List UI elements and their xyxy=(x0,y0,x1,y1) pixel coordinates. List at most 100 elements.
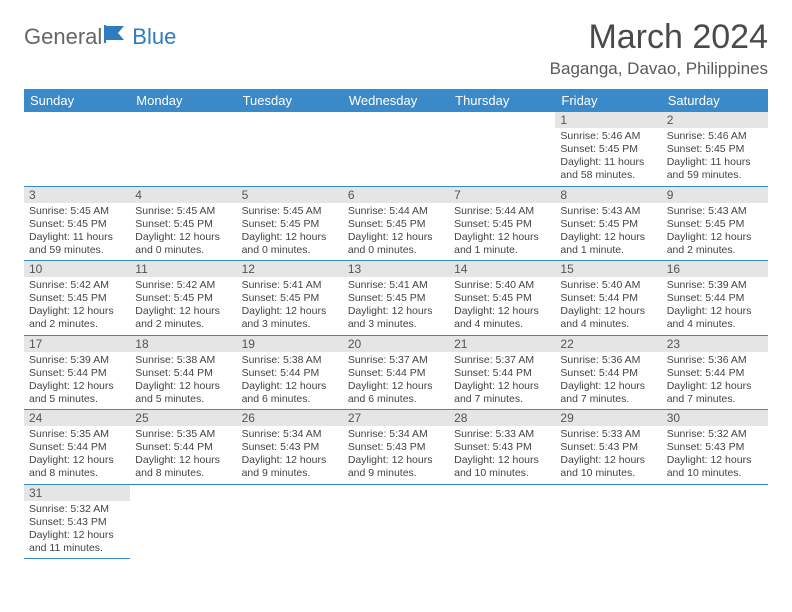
calendar-day-cell xyxy=(343,112,449,186)
day-number: 3 xyxy=(24,187,130,203)
logo-text-general: General xyxy=(24,24,102,50)
calendar-day-cell: 16Sunrise: 5:39 AMSunset: 5:44 PMDayligh… xyxy=(662,261,768,336)
day-details: Sunrise: 5:34 AMSunset: 5:43 PMDaylight:… xyxy=(343,426,449,484)
day-details: Sunrise: 5:38 AMSunset: 5:44 PMDaylight:… xyxy=(130,352,236,410)
month-title: March 2024 xyxy=(550,18,768,57)
day-number: 9 xyxy=(662,187,768,203)
daylight-line: Daylight: 12 hours and 8 minutes. xyxy=(29,454,125,480)
calendar-header-row: SundayMondayTuesdayWednesdayThursdayFrid… xyxy=(24,89,768,112)
day-details: Sunrise: 5:44 AMSunset: 5:45 PMDaylight:… xyxy=(449,203,555,261)
sunset-line: Sunset: 5:44 PM xyxy=(29,441,125,454)
day-details: Sunrise: 5:36 AMSunset: 5:44 PMDaylight:… xyxy=(555,352,661,410)
day-details: Sunrise: 5:35 AMSunset: 5:44 PMDaylight:… xyxy=(24,426,130,484)
daylight-line: Daylight: 12 hours and 0 minutes. xyxy=(242,231,338,257)
day-number: 30 xyxy=(662,410,768,426)
calendar-day-cell: 13Sunrise: 5:41 AMSunset: 5:45 PMDayligh… xyxy=(343,261,449,336)
calendar-day-cell xyxy=(449,112,555,186)
sunset-line: Sunset: 5:44 PM xyxy=(667,292,763,305)
day-details: Sunrise: 5:45 AMSunset: 5:45 PMDaylight:… xyxy=(24,203,130,261)
calendar-day-cell: 29Sunrise: 5:33 AMSunset: 5:43 PMDayligh… xyxy=(555,410,661,485)
day-details: Sunrise: 5:32 AMSunset: 5:43 PMDaylight:… xyxy=(662,426,768,484)
daylight-line: Daylight: 12 hours and 2 minutes. xyxy=(135,305,231,331)
calendar-table: SundayMondayTuesdayWednesdayThursdayFrid… xyxy=(24,89,768,559)
day-details: Sunrise: 5:39 AMSunset: 5:44 PMDaylight:… xyxy=(662,277,768,335)
sunset-line: Sunset: 5:45 PM xyxy=(135,292,231,305)
weekday-header: Tuesday xyxy=(237,89,343,112)
calendar-day-cell: 10Sunrise: 5:42 AMSunset: 5:45 PMDayligh… xyxy=(24,261,130,336)
daylight-line: Daylight: 12 hours and 7 minutes. xyxy=(454,380,550,406)
weekday-header: Friday xyxy=(555,89,661,112)
sunrise-line: Sunrise: 5:44 AM xyxy=(454,205,550,218)
daylight-line: Daylight: 12 hours and 5 minutes. xyxy=(135,380,231,406)
day-number: 18 xyxy=(130,336,236,352)
calendar-day-cell: 9Sunrise: 5:43 AMSunset: 5:45 PMDaylight… xyxy=(662,186,768,261)
day-details: Sunrise: 5:33 AMSunset: 5:43 PMDaylight:… xyxy=(555,426,661,484)
sunset-line: Sunset: 5:44 PM xyxy=(29,367,125,380)
sunset-line: Sunset: 5:43 PM xyxy=(667,441,763,454)
calendar-day-cell: 8Sunrise: 5:43 AMSunset: 5:45 PMDaylight… xyxy=(555,186,661,261)
daylight-line: Daylight: 12 hours and 7 minutes. xyxy=(560,380,656,406)
day-number: 25 xyxy=(130,410,236,426)
calendar-day-cell: 11 Sunrise: 5:42 AMSunset: 5:45 PMDayligh… xyxy=(130,261,236,336)
calendar-day-cell: 7Sunrise: 5:44 AMSunset: 5:45 PMDaylight… xyxy=(449,186,555,261)
sunrise-line: Sunrise: 5:40 AM xyxy=(560,279,656,292)
daylight-line: Daylight: 12 hours and 4 minutes. xyxy=(560,305,656,331)
sunset-line: Sunset: 5:45 PM xyxy=(29,292,125,305)
sunset-line: Sunset: 5:45 PM xyxy=(242,218,338,231)
sunrise-line: Sunrise: 5:37 AM xyxy=(454,354,550,367)
sunset-line: Sunset: 5:44 PM xyxy=(242,367,338,380)
header: General Blue March 2024 Baganga, Davao, … xyxy=(24,18,768,79)
calendar-day-cell: 26Sunrise: 5:34 AMSunset: 5:43 PMDayligh… xyxy=(237,410,343,485)
sunset-line: Sunset: 5:44 PM xyxy=(667,367,763,380)
day-number: 14 xyxy=(449,261,555,277)
sunrise-line: Sunrise: 5:32 AM xyxy=(29,503,125,516)
daylight-line: Daylight: 12 hours and 10 minutes. xyxy=(667,454,763,480)
weekday-header: Wednesday xyxy=(343,89,449,112)
calendar-week-row: 31Sunrise: 5:32 AMSunset: 5:43 PMDayligh… xyxy=(24,484,768,559)
day-number: 27 xyxy=(343,410,449,426)
sunrise-line: Sunrise: 5:35 AM xyxy=(29,428,125,441)
calendar-week-row: 3Sunrise: 5:45 AMSunset: 5:45 PMDaylight… xyxy=(24,186,768,261)
sunset-line: Sunset: 5:45 PM xyxy=(135,218,231,231)
day-number: 11 xyxy=(130,261,236,277)
calendar-week-row: 10Sunrise: 5:42 AMSunset: 5:45 PMDayligh… xyxy=(24,261,768,336)
sunset-line: Sunset: 5:45 PM xyxy=(29,218,125,231)
sunrise-line: Sunrise: 5:45 AM xyxy=(135,205,231,218)
daylight-line: Daylight: 12 hours and 6 minutes. xyxy=(242,380,338,406)
weekday-header: Saturday xyxy=(662,89,768,112)
calendar-day-cell xyxy=(24,112,130,186)
daylight-line: Daylight: 12 hours and 2 minutes. xyxy=(667,231,763,257)
calendar-day-cell: 21Sunrise: 5:37 AMSunset: 5:44 PMDayligh… xyxy=(449,335,555,410)
calendar-day-cell: 4Sunrise: 5:45 AMSunset: 5:45 PMDaylight… xyxy=(130,186,236,261)
sunrise-line: Sunrise: 5:39 AM xyxy=(29,354,125,367)
daylight-line: Daylight: 11 hours and 59 minutes. xyxy=(667,156,763,182)
sunset-line: Sunset: 5:44 PM xyxy=(454,367,550,380)
sunrise-line: Sunrise: 5:42 AM xyxy=(135,279,231,292)
sunrise-line: Sunrise: 5:39 AM xyxy=(667,279,763,292)
sunrise-line: Sunrise: 5:40 AM xyxy=(454,279,550,292)
daylight-line: Daylight: 11 hours and 59 minutes. xyxy=(29,231,125,257)
calendar-week-row: 24Sunrise: 5:35 AMSunset: 5:44 PMDayligh… xyxy=(24,410,768,485)
day-details: Sunrise: 5:43 AMSunset: 5:45 PMDaylight:… xyxy=(555,203,661,261)
calendar-day-cell: 24Sunrise: 5:35 AMSunset: 5:44 PMDayligh… xyxy=(24,410,130,485)
sunset-line: Sunset: 5:45 PM xyxy=(454,292,550,305)
day-details: Sunrise: 5:35 AMSunset: 5:44 PMDaylight:… xyxy=(130,426,236,484)
day-details: Sunrise: 5:37 AMSunset: 5:44 PMDaylight:… xyxy=(449,352,555,410)
day-details: Sunrise: 5:46 AMSunset: 5:45 PMDaylight:… xyxy=(662,128,768,186)
calendar-week-row: 1Sunrise: 5:46 AMSunset: 5:45 PMDaylight… xyxy=(24,112,768,186)
daylight-line: Daylight: 12 hours and 7 minutes. xyxy=(667,380,763,406)
sunrise-line: Sunrise: 5:46 AM xyxy=(667,130,763,143)
day-number: 4 xyxy=(130,187,236,203)
daylight-line: Daylight: 12 hours and 10 minutes. xyxy=(454,454,550,480)
calendar-day-cell xyxy=(130,484,236,559)
sunset-line: Sunset: 5:44 PM xyxy=(135,367,231,380)
sunrise-line: Sunrise: 5:43 AM xyxy=(667,205,763,218)
sunset-line: Sunset: 5:43 PM xyxy=(560,441,656,454)
sunrise-line: Sunrise: 5:41 AM xyxy=(242,279,338,292)
day-number: 12 xyxy=(237,261,343,277)
day-number: 23 xyxy=(662,336,768,352)
sunrise-line: Sunrise: 5:43 AM xyxy=(560,205,656,218)
sunset-line: Sunset: 5:45 PM xyxy=(454,218,550,231)
day-number: 2 xyxy=(662,112,768,128)
daylight-line: Daylight: 12 hours and 0 minutes. xyxy=(348,231,444,257)
